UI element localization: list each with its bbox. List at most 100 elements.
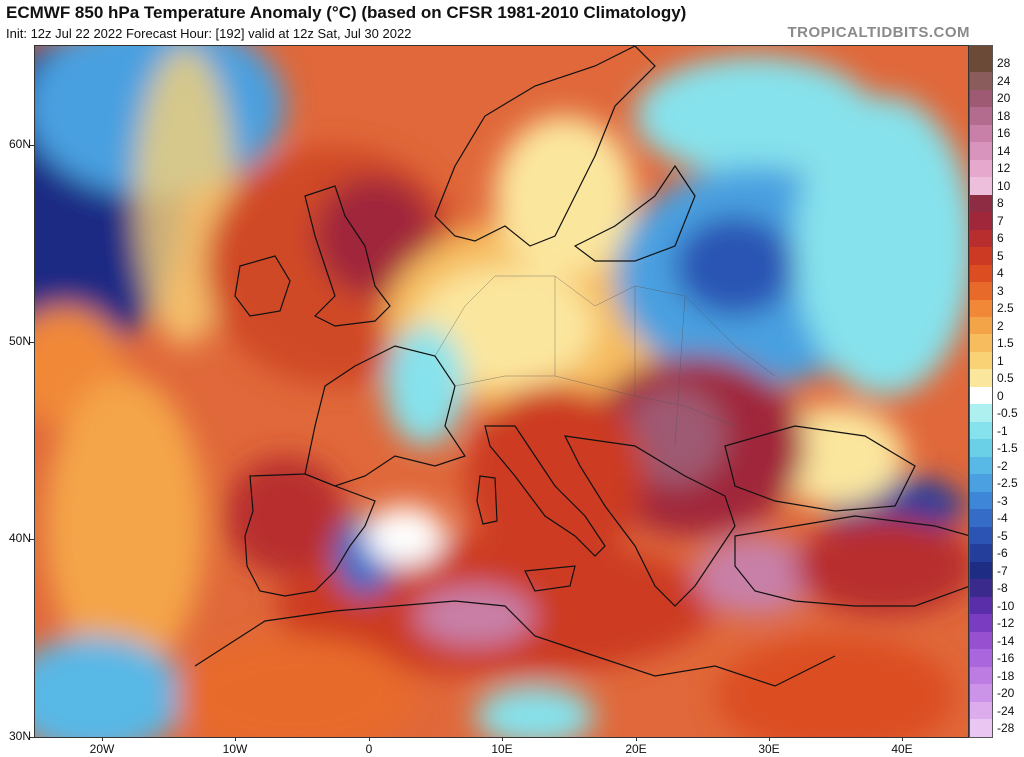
lat-label: 60N xyxy=(8,137,31,151)
colorbar-label: -6 xyxy=(997,546,1008,561)
colorbar-label: 7 xyxy=(997,213,1004,228)
colorbar-label: -3 xyxy=(997,493,1008,508)
colorbar-label: -8 xyxy=(997,581,1008,596)
lat-tick xyxy=(30,539,35,540)
colorbar-cell xyxy=(970,72,992,90)
colorbar-cell xyxy=(970,229,992,248)
colorbar-cell xyxy=(970,351,992,370)
colorbar-cell xyxy=(970,701,992,720)
colorbar-label: -4 xyxy=(997,511,1008,526)
lat-tick xyxy=(30,737,35,738)
lon-label: 20E xyxy=(625,742,647,756)
colorbar-cell xyxy=(970,544,992,562)
colorbar-cell xyxy=(970,264,992,283)
colorbar-cell xyxy=(970,124,992,143)
colorbar-label: -0.5 xyxy=(997,406,1018,421)
colorbar-label: -18 xyxy=(997,668,1015,683)
colorbar-label: 0.5 xyxy=(997,371,1014,386)
lat-label: 50N xyxy=(8,334,31,348)
colorbar-cell xyxy=(970,386,992,405)
colorbar-label: -1 xyxy=(997,423,1008,438)
colorbar-cell xyxy=(970,526,992,545)
colorbar-label: -24 xyxy=(997,703,1015,718)
lat-label: 30N xyxy=(8,729,31,743)
colorbar-cell xyxy=(970,177,992,195)
colorbar-cell xyxy=(970,404,992,422)
anomaly-field xyxy=(35,46,968,737)
colorbar-cell xyxy=(970,561,992,580)
colorbar-cell xyxy=(970,194,992,213)
anomaly-map[interactable] xyxy=(34,45,969,738)
colorbar-label: 16 xyxy=(997,126,1011,141)
colorbar-cell xyxy=(970,46,992,55)
colorbar-label: 3 xyxy=(997,283,1004,298)
colorbar-label: 10 xyxy=(997,178,1011,193)
colorbar-cell xyxy=(970,282,992,300)
lon-label: 10W xyxy=(222,742,248,756)
colorbar-label: 0 xyxy=(997,388,1004,403)
colorbar-cell xyxy=(970,54,992,73)
colorbar-cell xyxy=(970,334,992,352)
colorbar-cell xyxy=(970,89,992,108)
forecast-info: Init: 12z Jul 22 2022 Forecast Hour: [19… xyxy=(6,26,412,41)
colorbar-label: -2 xyxy=(997,458,1008,473)
colorbar-label: -12 xyxy=(997,616,1015,631)
colorbar-cell xyxy=(970,579,992,597)
lat-tick xyxy=(30,342,35,343)
colorbar-cell xyxy=(970,614,992,632)
colorbar-cell xyxy=(970,299,992,317)
colorbar-cell xyxy=(970,684,992,702)
colorbar-label: -16 xyxy=(997,651,1015,666)
colorbar-cell xyxy=(970,456,992,475)
lat-label: 40N xyxy=(8,531,31,545)
colorbar-cell xyxy=(970,491,992,510)
colorbar-cell xyxy=(970,666,992,685)
colorbar-label: -10 xyxy=(997,598,1015,613)
lon-tick xyxy=(235,737,236,741)
colorbar-cell xyxy=(970,474,992,492)
colorbar-cell xyxy=(970,719,992,737)
colorbar-label: 20 xyxy=(997,91,1011,106)
coastlines xyxy=(194,46,968,687)
lon-tick xyxy=(636,737,637,741)
colorbar-cell xyxy=(970,212,992,230)
colorbar-label: -5 xyxy=(997,528,1008,543)
colorbar-label: 1.5 xyxy=(997,336,1014,351)
colorbar-cell xyxy=(970,631,992,650)
colorbar xyxy=(969,45,993,738)
colorbar-cell xyxy=(970,142,992,160)
colorbar-cell xyxy=(970,509,992,527)
colorbar-cell xyxy=(970,107,992,125)
colorbar-cell xyxy=(970,159,992,178)
lon-tick xyxy=(102,737,103,741)
colorbar-label: 1 xyxy=(997,353,1004,368)
colorbar-label: 4 xyxy=(997,266,1004,281)
colorbar-label: 2.5 xyxy=(997,301,1014,316)
colorbar-label: 28 xyxy=(997,56,1011,71)
colorbar-label: 2 xyxy=(997,318,1004,333)
colorbar-label: 8 xyxy=(997,196,1004,211)
colorbar-label: 18 xyxy=(997,108,1011,123)
colorbar-cell xyxy=(970,439,992,457)
colorbar-cell xyxy=(970,369,992,387)
colorbar-cell xyxy=(970,596,992,615)
colorbar-cell xyxy=(970,649,992,667)
colorbar-label: -28 xyxy=(997,721,1015,736)
colorbar-label: 12 xyxy=(997,161,1011,176)
colorbar-cell xyxy=(970,317,992,335)
colorbar-label: 6 xyxy=(997,231,1004,246)
colorbar-label: -2.5 xyxy=(997,476,1018,491)
colorbar-label: -20 xyxy=(997,686,1015,701)
colorbar-label: 5 xyxy=(997,248,1004,263)
lon-tick xyxy=(902,737,903,741)
source-watermark: TROPICALTIDBITS.COM xyxy=(787,24,970,41)
lon-label: 10E xyxy=(491,742,513,756)
colorbar-label: 14 xyxy=(997,143,1011,158)
colorbar-label: -7 xyxy=(997,563,1008,578)
borders xyxy=(434,275,776,447)
colorbar-cell xyxy=(970,421,992,440)
colorbar-cell xyxy=(970,247,992,265)
lon-label: 30E xyxy=(758,742,780,756)
colorbar-label: -14 xyxy=(997,633,1015,648)
map-title: ECMWF 850 hPa Temperature Anomaly (°C) (… xyxy=(6,3,687,22)
